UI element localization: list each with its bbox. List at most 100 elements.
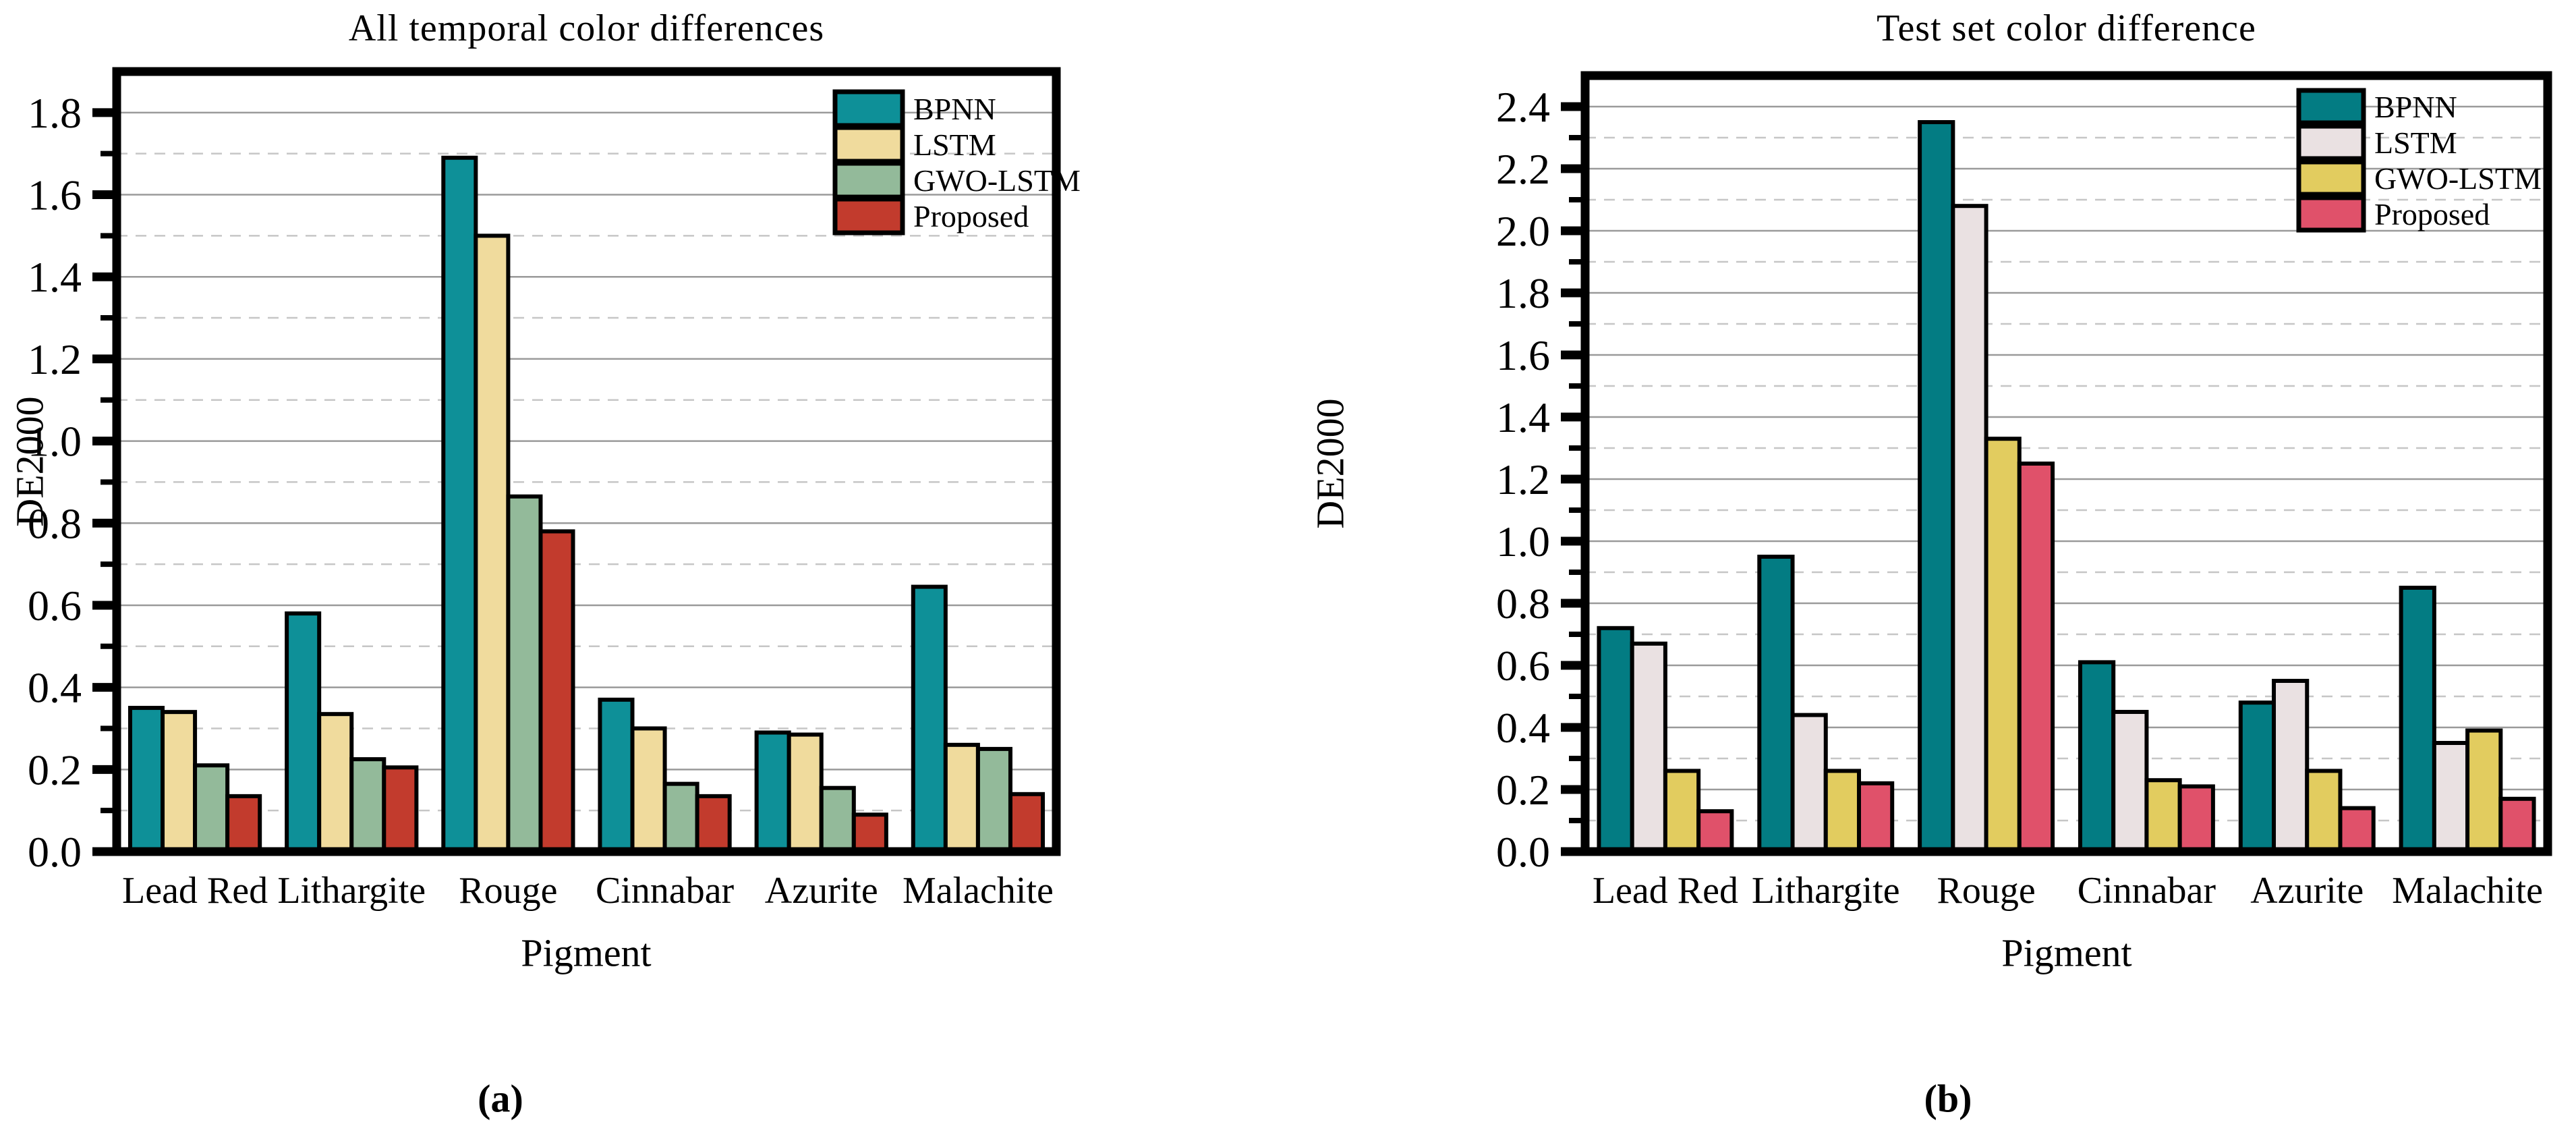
bar-proposed-cinnabar <box>695 794 732 854</box>
bar-gwo-lstm-azurite <box>2305 769 2343 854</box>
legend-swatch-proposed <box>2296 195 2366 233</box>
y-tick-label: 0.4 <box>1496 704 1550 752</box>
bar-gwo-lstm-cinnabar <box>2144 778 2182 854</box>
y-tick-label: 1.0 <box>28 418 82 466</box>
y-tick-label: 0.8 <box>28 499 82 547</box>
legend-swatch-proposed <box>832 196 905 236</box>
bar-bpnn-malachite <box>2399 586 2436 854</box>
bar-lstm-cinnabar <box>630 726 667 854</box>
bar-lstm-malachite <box>2432 741 2470 854</box>
bar-gwo-lstm-lead-red <box>193 763 230 854</box>
legend-label-lstm: LSTM <box>2374 126 2457 160</box>
bar-gwo-lstm-rouge <box>506 494 543 854</box>
y-tick-label: 0.2 <box>28 746 82 794</box>
bar-bpnn-malachite <box>911 584 948 854</box>
x-category-label: Azurite <box>2250 870 2364 912</box>
x-category-label: Cinnabar <box>596 870 735 912</box>
bar-lstm-lithargite <box>317 712 354 854</box>
plot-border <box>1580 71 2552 856</box>
chart-b-title: Test set color difference <box>1877 7 2256 49</box>
bar-lstm-azurite <box>786 732 824 854</box>
x-category-label: Cinnabar <box>2078 870 2216 912</box>
legend-label-gwo-lstm: GWO-LSTM <box>2374 161 2542 196</box>
legend-label-gwo-lstm: GWO-LSTM <box>913 163 1081 198</box>
bar-bpnn-lithargite <box>1757 555 1795 854</box>
legend-label-bpnn: BPNN <box>2374 90 2457 124</box>
bar-gwo-lstm-malachite <box>975 746 1012 854</box>
bar-gwo-lstm-azurite <box>819 785 856 854</box>
bar-bpnn-cinnabar <box>598 697 635 854</box>
bar-gwo-lstm-lead-red <box>1663 769 1701 854</box>
chart-a-xlabel: Pigment <box>521 931 652 975</box>
x-category-label: Malachite <box>903 870 1054 912</box>
y-tick-label: 2.0 <box>1496 207 1550 255</box>
bar-gwo-lstm-cinnabar <box>662 781 699 854</box>
bar-lstm-lithargite <box>1790 713 1828 854</box>
y-tick-label: 0.0 <box>1496 828 1550 876</box>
bar-bpnn-azurite <box>754 730 791 854</box>
bar-bpnn-rouge <box>441 155 478 854</box>
y-tick-label: 2.4 <box>1496 83 1550 131</box>
x-category-label: Lead Red <box>122 870 268 912</box>
bar-bpnn-rouge <box>1918 120 1955 854</box>
chart-a-title: All temporal color differences <box>348 7 825 49</box>
y-tick-label: 1.4 <box>28 253 82 301</box>
bar-gwo-lstm-lithargite <box>349 757 387 854</box>
legend-swatch-gwo-lstm <box>832 161 905 200</box>
chart-b-caption: (b) <box>1924 1076 1972 1121</box>
y-tick-label: 0.6 <box>28 582 82 630</box>
bar-gwo-lstm-rouge <box>1984 437 2022 854</box>
bar-bpnn-lithargite <box>285 611 322 854</box>
bar-proposed-lead-red <box>1696 809 1734 854</box>
x-category-label: Lithargite <box>1752 870 1900 912</box>
legend-swatch-lstm <box>2296 123 2366 161</box>
bar-proposed-cinnabar <box>2177 784 2215 854</box>
bar-proposed-malachite <box>2498 796 2536 854</box>
bar-gwo-lstm-lithargite <box>1823 769 1861 854</box>
bar-bpnn-azurite <box>2238 700 2277 854</box>
bar-lstm-azurite <box>2272 679 2310 854</box>
legend-swatch-lstm <box>832 125 905 164</box>
legend-swatch-bpnn <box>2296 88 2366 126</box>
bar-proposed-lithargite <box>382 765 419 854</box>
legend-swatch-gwo-lstm <box>2296 159 2366 197</box>
bar-proposed-rouge <box>2017 462 2055 854</box>
y-tick-label: 1.0 <box>1496 518 1550 565</box>
bar-proposed-lithargite <box>1856 781 1895 854</box>
legend-label-bpnn: BPNN <box>913 92 996 126</box>
bar-lstm-rouge <box>1951 204 1988 854</box>
legend-swatch-bpnn <box>832 89 905 128</box>
y-tick-label: 0.2 <box>1496 766 1550 814</box>
y-tick-label: 0.4 <box>28 664 82 712</box>
bar-lstm-cinnabar <box>2111 710 2149 854</box>
bar-bpnn-lead-red <box>127 706 165 854</box>
bar-lstm-malachite <box>943 742 980 854</box>
y-tick-label: 1.4 <box>1496 393 1550 441</box>
y-tick-label: 1.6 <box>28 171 82 219</box>
chart-b-ylabel: DE2000 <box>1308 398 1352 529</box>
legend-label-lstm: LSTM <box>913 128 996 162</box>
bar-proposed-lead-red <box>225 794 262 854</box>
chart-a-caption: (a) <box>478 1076 523 1121</box>
x-category-label: Lithargite <box>277 870 426 912</box>
y-tick-label: 1.6 <box>1496 331 1550 379</box>
bar-bpnn-lead-red <box>1597 626 1634 854</box>
bar-lstm-lead-red <box>1630 641 1667 854</box>
y-tick-label: 1.2 <box>28 335 82 383</box>
y-tick-label: 1.8 <box>1496 269 1550 317</box>
x-category-label: Rouge <box>459 870 557 912</box>
x-category-label: Azurite <box>765 870 878 912</box>
bar-gwo-lstm-malachite <box>2465 728 2503 854</box>
plot-border <box>112 67 1061 856</box>
bar-lstm-lead-red <box>161 710 198 854</box>
bar-proposed-rouge <box>538 529 575 854</box>
bar-lstm-rouge <box>474 233 511 854</box>
legend-label-proposed: Proposed <box>913 199 1029 233</box>
bar-proposed-azurite <box>2338 806 2376 854</box>
legend-label-proposed: Proposed <box>2374 197 2490 231</box>
y-tick-label: 0.0 <box>28 828 82 876</box>
y-tick-label: 1.2 <box>1496 455 1550 503</box>
bar-proposed-malachite <box>1008 792 1046 854</box>
